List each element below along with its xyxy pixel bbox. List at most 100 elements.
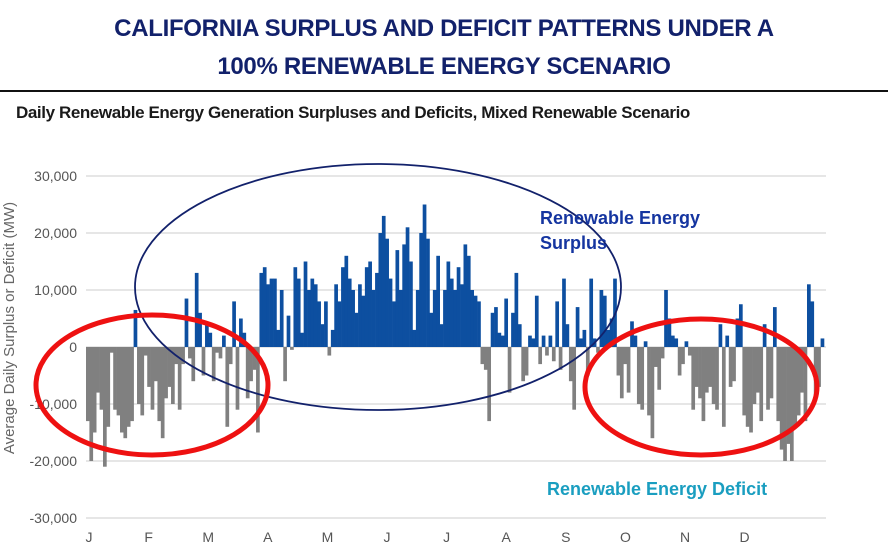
deficit-bar bbox=[551, 347, 556, 362]
deficit-bar bbox=[647, 347, 651, 416]
deficit-bar bbox=[171, 347, 175, 404]
deficit-bar bbox=[619, 347, 624, 399]
deficit-bar bbox=[290, 347, 294, 350]
deficit-bar bbox=[147, 347, 151, 387]
surplus-bar bbox=[670, 335, 675, 347]
deficit-bar bbox=[545, 347, 549, 356]
surplus-bar bbox=[361, 295, 366, 347]
surplus-bar bbox=[205, 324, 209, 347]
surplus-annotation-line1: Renewable Energy bbox=[540, 208, 700, 228]
deficit-bar bbox=[796, 347, 801, 416]
deficit-bar bbox=[660, 347, 665, 359]
deficit-bar bbox=[225, 347, 230, 427]
deficit-bar bbox=[211, 347, 216, 382]
surplus-bar bbox=[565, 324, 570, 347]
chart-title: Daily Renewable Energy Generation Surplu… bbox=[16, 103, 690, 122]
surplus-bar bbox=[633, 335, 638, 347]
deficit-bar bbox=[92, 347, 97, 433]
deficit-bar bbox=[252, 347, 257, 370]
surplus-bar bbox=[262, 267, 267, 347]
surplus-bar bbox=[375, 272, 379, 347]
x-tick-label: J bbox=[384, 529, 391, 545]
deficit-bar bbox=[99, 347, 104, 410]
y-tick-label: 10,000 bbox=[34, 282, 77, 298]
deficit-bar bbox=[157, 347, 162, 422]
surplus-bar bbox=[419, 233, 423, 347]
deficit-bar bbox=[803, 347, 808, 422]
deficit-bar bbox=[789, 347, 794, 461]
surplus-bar bbox=[303, 261, 308, 347]
deficit-annotation: Renewable Energy Deficit bbox=[547, 479, 767, 499]
surplus-bar bbox=[606, 329, 611, 347]
x-tick-label: J bbox=[443, 529, 450, 545]
surplus-bar bbox=[276, 329, 281, 347]
surplus-bar bbox=[443, 290, 447, 347]
deficit-bar bbox=[96, 347, 100, 393]
main-title-line2: 100% RENEWABLE ENERGY SCENARIO bbox=[217, 53, 671, 80]
deficit-bar bbox=[698, 347, 702, 399]
y-tick-label: -20,000 bbox=[30, 453, 78, 469]
deficit-bar bbox=[657, 347, 662, 390]
surplus-bar bbox=[531, 338, 536, 347]
surplus-bar bbox=[528, 335, 532, 347]
surplus-bar bbox=[409, 261, 413, 347]
deficit-bar bbox=[164, 347, 168, 399]
surplus-bar bbox=[453, 290, 457, 347]
deficit-bar bbox=[538, 347, 543, 365]
surplus-bar bbox=[541, 335, 546, 347]
x-tick-label: M bbox=[202, 529, 214, 545]
surplus-bar bbox=[398, 290, 403, 347]
deficit-bar bbox=[256, 347, 260, 433]
surplus-bar bbox=[334, 284, 338, 347]
deficit-bar bbox=[817, 347, 821, 387]
surplus-bar bbox=[460, 284, 464, 347]
deficit-bar bbox=[143, 347, 148, 356]
deficit-bar bbox=[116, 347, 121, 416]
surplus-bar bbox=[463, 244, 468, 347]
deficit-bar bbox=[691, 347, 696, 410]
deficit-bar bbox=[150, 347, 155, 410]
surplus-bar bbox=[820, 338, 825, 347]
surplus-bar bbox=[293, 267, 298, 347]
deficit-bar bbox=[786, 347, 791, 444]
surplus-bar bbox=[602, 295, 607, 347]
deficit-bar bbox=[130, 347, 134, 422]
surplus-bar bbox=[300, 332, 304, 347]
deficit-bar bbox=[711, 347, 716, 404]
surplus-bar bbox=[368, 261, 372, 347]
deficit-bar bbox=[677, 347, 682, 376]
surplus-bar bbox=[307, 290, 311, 347]
surplus-bar bbox=[232, 301, 236, 347]
deficit-bar bbox=[126, 347, 131, 427]
surplus-bar bbox=[579, 338, 583, 347]
deficit-bar bbox=[681, 347, 685, 365]
surplus-bar bbox=[378, 233, 383, 347]
surplus-bar bbox=[575, 307, 580, 347]
surplus-bar bbox=[504, 298, 509, 347]
surplus-bar bbox=[266, 284, 270, 347]
y-tick-label: 0 bbox=[69, 339, 77, 355]
deficit-bar bbox=[235, 347, 240, 410]
deficit-bar bbox=[626, 347, 631, 393]
surplus-bar bbox=[269, 278, 274, 347]
surplus-bar bbox=[286, 315, 291, 347]
surplus-bar bbox=[358, 284, 362, 347]
deficit-bar bbox=[215, 347, 219, 353]
deficit-bar bbox=[749, 347, 753, 433]
surplus-bar bbox=[222, 335, 226, 347]
deficit-bar bbox=[745, 347, 750, 427]
surplus-bar bbox=[664, 290, 668, 347]
deficit-bar bbox=[521, 347, 526, 382]
surplus-bar bbox=[347, 278, 352, 347]
surplus-bar bbox=[810, 301, 815, 347]
surplus-bar bbox=[324, 301, 328, 347]
surplus-bar bbox=[337, 301, 342, 347]
deficit-bar bbox=[123, 347, 128, 439]
deficit-bar bbox=[572, 347, 577, 410]
surplus-bar bbox=[599, 290, 604, 347]
surplus-bar bbox=[466, 255, 471, 347]
deficit-bar bbox=[140, 347, 145, 416]
surplus-bar bbox=[473, 295, 478, 347]
surplus-bar bbox=[385, 238, 389, 347]
x-tick-label: N bbox=[680, 529, 690, 545]
